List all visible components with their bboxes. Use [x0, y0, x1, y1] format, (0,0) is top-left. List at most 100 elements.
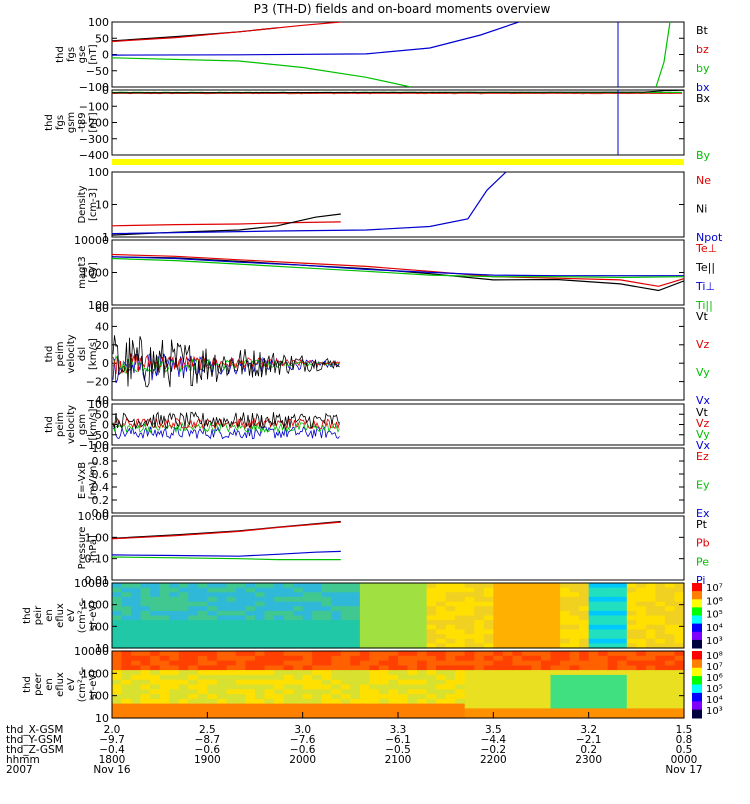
x-tick-label: −2.1: [576, 734, 602, 746]
heatmap-cell: [626, 694, 637, 700]
heatmap-cell: [483, 592, 494, 598]
heatmap-cell: [112, 674, 123, 681]
heatmap-cell: [197, 610, 208, 617]
heatmap-cell: [159, 601, 170, 607]
heatmap-cell: [207, 674, 218, 681]
heatmap-cell: [159, 698, 170, 705]
heatmap-cell: [579, 624, 590, 630]
heatmap-cell: [150, 610, 161, 617]
heatmap-cell: [531, 674, 542, 681]
heatmap-cell: [283, 601, 294, 607]
heatmap-cell: [359, 620, 370, 626]
heatmap-cell: [474, 643, 485, 649]
y-tick-label: 40: [95, 320, 109, 333]
heatmap-cell: [283, 694, 294, 700]
heatmap-cell: [378, 655, 389, 662]
heatmap-cell: [493, 665, 504, 671]
y-tick-label: −100: [79, 81, 109, 94]
heatmap-cell: [245, 638, 256, 644]
heatmap-cell: [350, 601, 361, 607]
heatmap-cell: [474, 610, 485, 617]
heatmap-cell: [197, 638, 208, 644]
heatmap-cell: [226, 655, 237, 662]
heatmap-cell: [140, 703, 151, 709]
heatmap-cell: [636, 592, 647, 598]
heatmap-cell: [588, 679, 599, 686]
heatmap-cell: [607, 660, 618, 666]
y-axis-label: Pressure: [77, 527, 88, 570]
heatmap-cell: [350, 610, 361, 617]
heatmap-cell: [483, 620, 494, 626]
heatmap-cell: [436, 684, 447, 690]
heatmap-cell: [350, 651, 361, 657]
y-tick-label: 0.0: [92, 507, 110, 520]
heatmap-cell: [207, 592, 218, 598]
heatmap-cell: [178, 587, 189, 593]
heatmap-cell: [207, 634, 218, 640]
heatmap-cell: [245, 651, 256, 657]
heatmap-cell: [159, 684, 170, 690]
heatmap-cell: [474, 596, 485, 603]
heatmap-cell: [369, 610, 380, 617]
heatmap-cell: [340, 643, 351, 649]
heatmap-cell: [521, 638, 532, 644]
x-tick-label: 1900: [194, 754, 221, 766]
heatmap-cell: [655, 670, 666, 676]
heatmap-cell: [150, 665, 161, 671]
heatmap-cell: [579, 634, 590, 640]
heatmap-cell: [607, 634, 618, 640]
heatmap-cell: [131, 689, 142, 695]
heatmap-cell: [626, 670, 637, 676]
y-tick-label: 100: [88, 398, 109, 411]
heatmap-cell: [502, 694, 513, 700]
heatmap-cell: [159, 583, 170, 589]
heatmap-cell: [398, 638, 409, 644]
heatmap-cell: [140, 655, 151, 662]
heatmap-cell: [407, 624, 418, 630]
heatmap-cell: [378, 638, 389, 644]
heatmap-cell: [312, 583, 323, 589]
heatmap-cell: [359, 703, 370, 709]
heatmap-cell: [436, 610, 447, 617]
heatmap-cell: [493, 601, 504, 607]
heatmap-cell: [331, 629, 342, 635]
heatmap-cell: [159, 629, 170, 635]
heatmap-cell: [541, 615, 552, 621]
series-line-by: [112, 22, 519, 56]
heatmap-cell: [188, 624, 199, 630]
heatmap-cell: [483, 638, 494, 644]
heatmap-cell: [502, 601, 513, 607]
heatmap-cell: [407, 634, 418, 640]
heatmap-cell: [121, 679, 132, 686]
heatmap-cell: [426, 596, 437, 603]
y-axis-label: sr-eV): [88, 670, 99, 699]
heatmap-cell: [579, 713, 590, 719]
heatmap-cell: [159, 606, 170, 612]
heatmap-cell: [159, 615, 170, 621]
heatmap-cell: [245, 689, 256, 695]
heatmap-cell: [426, 679, 437, 686]
heatmap-cell: [617, 620, 628, 626]
heatmap-cell: [378, 679, 389, 686]
heatmap-cell: [531, 655, 542, 662]
heatmap-cell: [369, 615, 380, 621]
y-tick-label: 10000: [74, 577, 109, 590]
heatmap-cell: [283, 703, 294, 709]
heatmap-cell: [178, 592, 189, 598]
heatmap-cell: [207, 655, 218, 662]
heatmap-cell: [150, 689, 161, 695]
heatmap-cell: [226, 624, 237, 630]
heatmap-cell: [502, 713, 513, 719]
heatmap-cell: [188, 660, 199, 666]
heatmap-cell: [140, 620, 151, 626]
legend-label: bx: [696, 81, 710, 94]
y-tick-label: 1: [102, 231, 109, 244]
y-tick-label: 1000: [81, 267, 109, 280]
heatmap-cell: [531, 583, 542, 589]
heatmap-cell: [426, 689, 437, 695]
heatmap-cell: [417, 674, 428, 681]
